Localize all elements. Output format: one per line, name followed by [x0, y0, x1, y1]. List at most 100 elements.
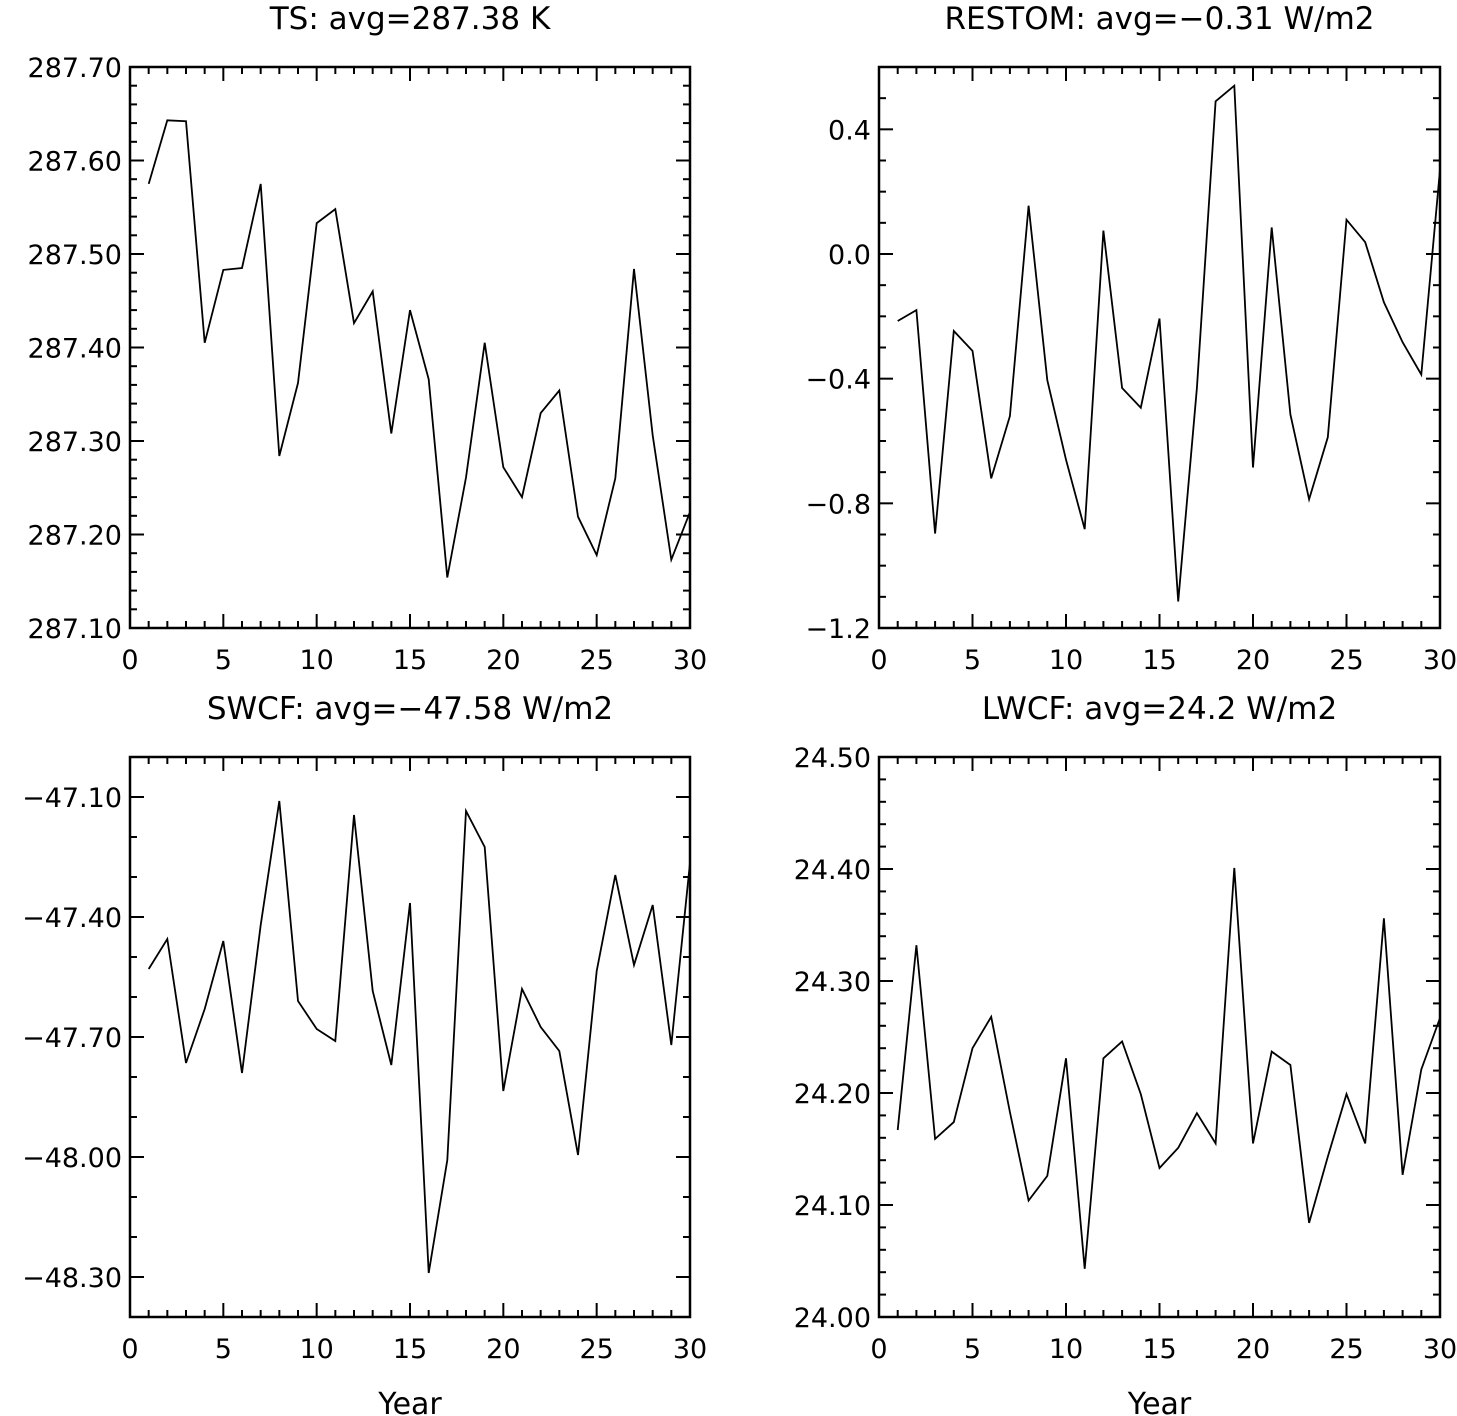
data-point	[446, 1159, 448, 1161]
data-point	[972, 1047, 974, 1049]
data-point	[1420, 1068, 1422, 1070]
x-axis-label: Year	[377, 1387, 442, 1416]
data-point	[1271, 227, 1273, 229]
data-point	[596, 970, 598, 972]
data-point	[260, 183, 262, 185]
data-point	[577, 516, 579, 518]
y-tick-label: −47.70	[22, 1023, 122, 1054]
x-tick-label: 10	[299, 1334, 333, 1365]
data-point	[148, 183, 150, 185]
data-point	[204, 342, 206, 344]
x-tick-label: 20	[1236, 645, 1270, 676]
chart-title: RESTOM: avg=−0.31 W/m2	[944, 1, 1374, 37]
data-point	[614, 477, 616, 479]
data-point	[1383, 301, 1385, 303]
x-tick-label: 0	[870, 645, 887, 676]
data-point	[897, 1129, 899, 1131]
chart-panel-1: TS: avg=287.38 K 0 5 10 15 20 25 30 287.10 287.20…	[28, 1, 708, 676]
data-point	[1439, 169, 1441, 171]
data-point	[353, 322, 355, 324]
data-point	[222, 940, 224, 942]
data-point	[372, 290, 374, 292]
data-point	[316, 1028, 318, 1030]
y-tick-label: −48.30	[22, 1263, 122, 1294]
data-point	[185, 1062, 187, 1064]
y-tick-label: 24.30	[794, 967, 871, 998]
x-tick-label: 20	[1236, 1334, 1270, 1365]
y-tick-label: −0.8	[805, 489, 871, 520]
x-tick-label: 25	[579, 645, 613, 676]
data-point	[1009, 1111, 1011, 1113]
data-point	[633, 964, 635, 966]
data-point	[241, 267, 243, 269]
data-point	[1271, 1051, 1273, 1053]
chart-title: LWCF: avg=24.2 W/m2	[982, 691, 1337, 727]
data-point	[1233, 867, 1235, 869]
x-tick-label: 30	[673, 645, 707, 676]
data-point	[1420, 374, 1422, 376]
data-point	[540, 1026, 542, 1028]
plot-frame	[877, 65, 1442, 630]
data-point	[990, 1016, 992, 1018]
data-point	[1121, 1040, 1123, 1042]
data-point	[353, 814, 355, 816]
data-point	[934, 1138, 936, 1140]
chart-panel-2: RESTOM: avg=−0.31 W/m2 0 5 10 15 20 25 30 −1.2 −0…	[805, 1, 1457, 676]
data-point	[652, 904, 654, 906]
data-point	[1346, 1093, 1348, 1095]
data-point	[428, 1272, 430, 1274]
y-tick-label: 0.4	[828, 115, 871, 146]
data-point	[502, 1090, 504, 1092]
plot-frame	[877, 755, 1442, 1319]
y-tick-label: 287.10	[28, 614, 122, 645]
data-point	[1028, 205, 1030, 207]
data-point	[915, 944, 917, 946]
data-point	[1364, 1142, 1366, 1144]
y-tick-label: 287.40	[28, 334, 122, 365]
x-tick-label: 0	[121, 645, 138, 676]
data-point	[316, 222, 318, 224]
data-point	[1252, 466, 1254, 468]
x-tick-label: 5	[964, 645, 981, 676]
data-point	[1215, 100, 1217, 102]
y-tick-label: 287.50	[28, 240, 122, 271]
data-point	[1046, 1175, 1048, 1177]
x-tick-label: 0	[870, 1334, 887, 1365]
data-point	[990, 477, 992, 479]
x-tick-label: 25	[579, 1334, 613, 1365]
data-point	[521, 496, 523, 498]
x-tick-label: 10	[1049, 1334, 1083, 1365]
data-point	[1289, 1064, 1291, 1066]
data-point	[278, 800, 280, 802]
chart-title: SWCF: avg=−47.58 W/m2	[207, 691, 613, 727]
x-tick-label: 25	[1329, 645, 1363, 676]
data-point	[484, 846, 486, 848]
x-tick-label: 20	[486, 645, 520, 676]
x-tick-label: 15	[393, 1334, 427, 1365]
data-point	[1402, 341, 1404, 343]
data-point	[297, 1000, 299, 1002]
y-tick-label: 0.0	[828, 240, 871, 271]
data-point	[1102, 230, 1104, 232]
data-point	[372, 990, 374, 992]
data-point	[1102, 1057, 1104, 1059]
x-tick-label: 10	[1049, 645, 1083, 676]
data-point	[1009, 415, 1011, 417]
data-point	[1028, 1200, 1030, 1202]
data-point	[953, 330, 955, 332]
data-point	[915, 309, 917, 311]
series-line	[147, 800, 691, 1274]
data-point	[1140, 407, 1142, 409]
data-point	[484, 342, 486, 344]
x-tick-label: 30	[673, 1334, 707, 1365]
series-line	[147, 119, 691, 578]
x-tick-label: 0	[121, 1334, 138, 1365]
x-tick-label: 15	[1142, 645, 1176, 676]
data-point	[633, 268, 635, 270]
data-point	[1364, 241, 1366, 243]
data-point	[334, 208, 336, 210]
data-point	[465, 810, 467, 812]
data-point	[297, 382, 299, 384]
data-point	[334, 1040, 336, 1042]
data-point	[222, 269, 224, 271]
